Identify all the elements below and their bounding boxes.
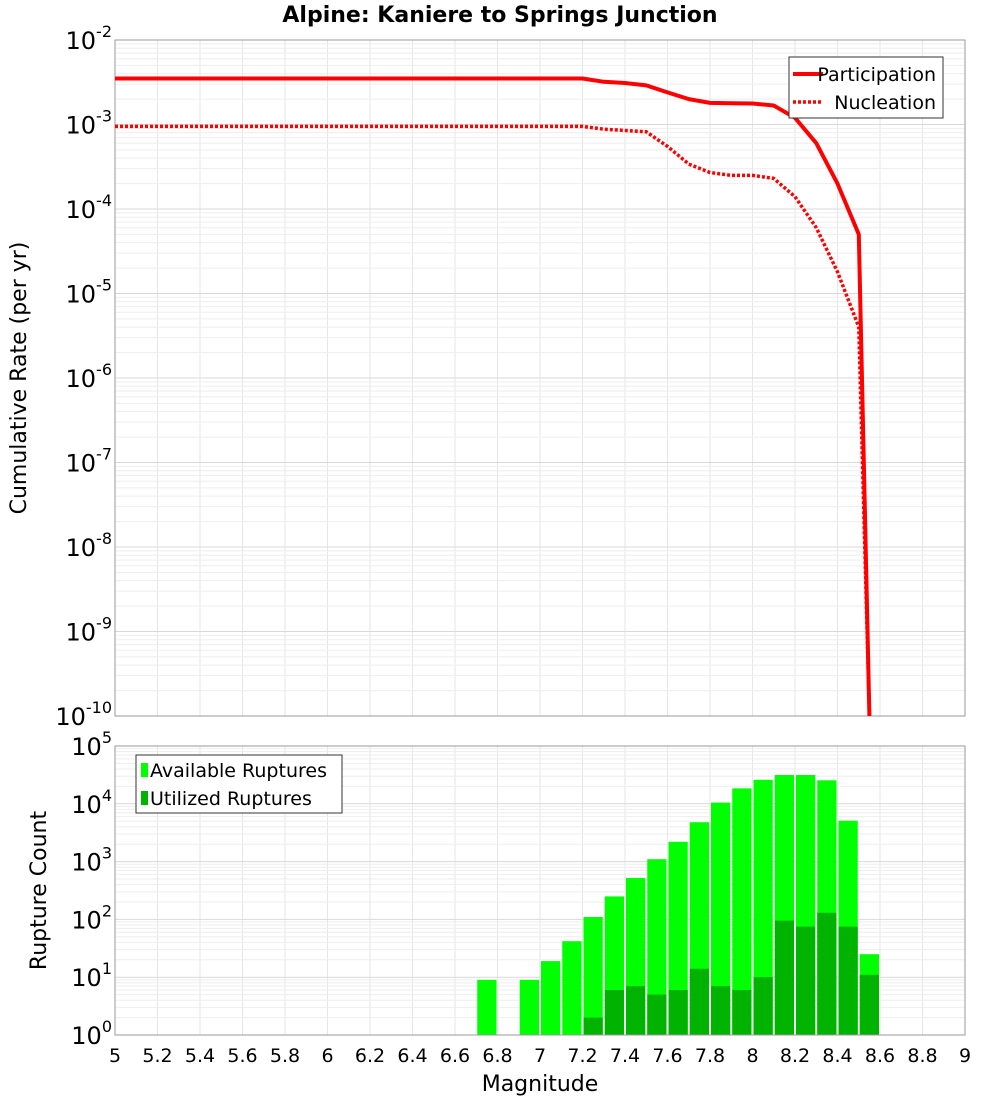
available-bar [477, 979, 497, 1035]
rate-plot: 10-2 10-3 10-4 10-5 10-6 10-7 10-8 10-9 10-10 Cum… [7, 22, 966, 731]
y-tick-label: 105 [71, 728, 112, 761]
available-bar [647, 859, 667, 1035]
chart-title: Alpine: Kaniere to Springs Junction [282, 3, 717, 28]
x-tick-label: 8 [746, 1045, 758, 1067]
x-tick-label: 6.4 [397, 1045, 427, 1067]
legend-swatch [141, 791, 148, 805]
y-tick-label: 10-7 [66, 445, 113, 478]
utilized-bar [838, 926, 858, 1035]
legend-label: Utilized Ruptures [150, 788, 312, 810]
x-tick-label: 8.4 [822, 1045, 852, 1067]
x-tick-label: 8.2 [780, 1045, 810, 1067]
utilized-bar [626, 986, 646, 1035]
legend: Available Ruptures Utilized Ruptures [135, 754, 343, 814]
available-bar [562, 941, 582, 1035]
x-tick-label: 7.2 [567, 1045, 597, 1067]
legend: Participation Nucleation [788, 56, 944, 119]
y-tick-label: 101 [71, 959, 112, 992]
legend-swatch [141, 763, 148, 777]
y-tick-label: 104 [71, 786, 112, 819]
y-tick-label: 10-9 [66, 614, 113, 647]
x-tick-label: 7 [534, 1045, 546, 1067]
rupture-count-plot: 100 101 102 103 104 105 5 5.2 5.4 5.6 5.8 6 6.2 6.4 6.… [27, 728, 971, 1097]
utilized-bar [668, 990, 688, 1035]
utilized-bar [796, 926, 816, 1035]
x-tick-label: 6 [321, 1045, 333, 1067]
y-tick-label: 10-4 [66, 191, 113, 224]
x-tick-label: 7.8 [695, 1045, 725, 1067]
plot-frame [114, 39, 966, 717]
available-bar [519, 979, 539, 1035]
available-bar [583, 917, 603, 1035]
legend-box [135, 754, 343, 814]
x-tick-label: 5.8 [270, 1045, 300, 1067]
y-tick-label: 10-2 [66, 22, 113, 55]
x-tick-label: 6.6 [440, 1045, 470, 1067]
utilized-bar [753, 977, 773, 1035]
y-tick-label: 10-5 [66, 276, 113, 309]
series-line-participation [115, 76, 872, 717]
x-tick-label: 5.6 [227, 1045, 257, 1067]
y-tick-label: 100 [71, 1017, 112, 1050]
utilized-bar [859, 974, 879, 1035]
y-tick-label: 10-6 [66, 360, 113, 393]
x-tick-label: 5.4 [185, 1045, 215, 1067]
x-tick-label: 5.2 [142, 1045, 172, 1067]
x-tick-label: 7.6 [652, 1045, 682, 1067]
legend-label: Nucleation [834, 92, 936, 114]
y-axis-label: Rupture Count [27, 811, 52, 971]
available-bar [541, 961, 561, 1035]
series-line-nucleation [115, 124, 872, 717]
legend-label: Available Ruptures [150, 760, 327, 782]
y-axis-label: Cumulative Rate (per yr) [7, 242, 32, 515]
y-tick-label: 10-10 [55, 698, 112, 731]
utilized-bar [817, 912, 837, 1035]
x-tick-label: 6.8 [482, 1045, 512, 1067]
utilized-bar [689, 968, 709, 1035]
x-tick-label: 8.6 [865, 1045, 895, 1067]
x-tick-label: 8.8 [907, 1045, 937, 1067]
available-bar [732, 788, 752, 1035]
y-tick-label: 10-3 [66, 107, 113, 140]
y-tick-label: 10-8 [66, 529, 113, 562]
available-bar [668, 841, 688, 1035]
y-tick-label: 103 [71, 844, 112, 877]
utilized-bar [732, 990, 752, 1035]
x-tick-label: 5 [109, 1045, 121, 1067]
x-tick-label: 6.2 [355, 1045, 385, 1067]
legend-label: Participation [817, 64, 936, 86]
legend-box [788, 56, 944, 119]
available-bar [753, 779, 773, 1035]
x-axis-label: Magnitude [482, 1072, 599, 1097]
utilized-bar [711, 986, 731, 1035]
available-bar [711, 802, 731, 1035]
utilized-bar [583, 1017, 603, 1035]
utilized-bar [774, 920, 794, 1035]
plot-frame [114, 745, 966, 1036]
utilized-bar [604, 990, 624, 1035]
utilized-bar [647, 994, 667, 1035]
y-tick-label: 102 [71, 901, 112, 934]
x-tick-label: 9 [959, 1045, 971, 1067]
x-tick-label: 7.4 [610, 1045, 640, 1067]
